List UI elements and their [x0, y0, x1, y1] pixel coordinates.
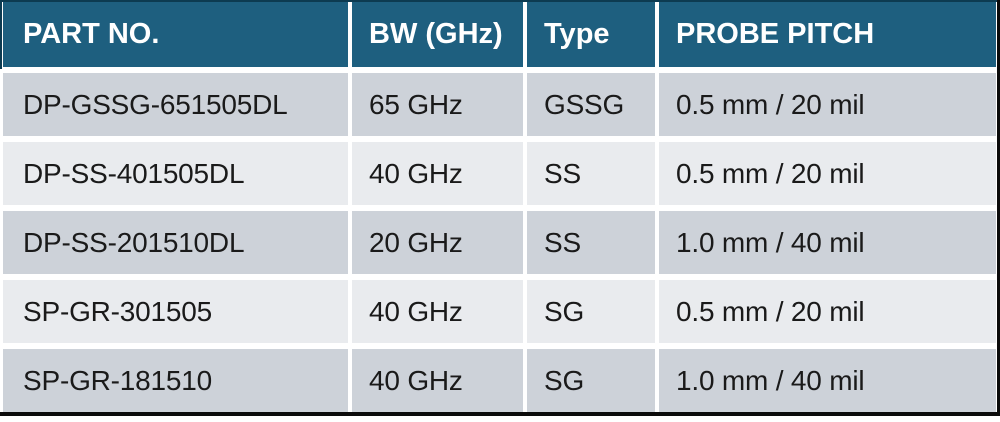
cell-part-no: DP-SS-401505DL — [3, 142, 348, 205]
cell-type: SG — [527, 349, 655, 412]
cell-probe-pitch: 0.5 mm / 20 mil — [659, 73, 996, 136]
col-header-type: Type — [527, 2, 655, 67]
frame-right-border — [997, 0, 1000, 416]
cell-part-no: DP-GSSG-651505DL — [3, 73, 348, 136]
frame-top-border — [0, 0, 1000, 2]
cell-bw: 40 GHz — [352, 280, 523, 343]
cell-probe-pitch: 1.0 mm / 40 mil — [659, 211, 996, 274]
cell-part-no: DP-SS-201510DL — [3, 211, 348, 274]
cell-part-no: SP-GR-181510 — [3, 349, 348, 412]
cell-bw: 65 GHz — [352, 73, 523, 136]
col-header-probe-pitch: PROBE PITCH — [659, 2, 996, 67]
frame-bottom-border — [0, 412, 1000, 416]
cell-probe-pitch: 0.5 mm / 20 mil — [659, 142, 996, 205]
col-header-part-no: PART NO. — [3, 2, 348, 67]
cell-probe-pitch: 0.5 mm / 20 mil — [659, 280, 996, 343]
cell-bw: 20 GHz — [352, 211, 523, 274]
cell-part-no: SP-GR-301505 — [3, 280, 348, 343]
cell-probe-pitch: 1.0 mm / 40 mil — [659, 349, 996, 412]
col-header-bw: BW (GHz) — [352, 2, 523, 67]
cell-type: GSSG — [527, 73, 655, 136]
cell-bw: 40 GHz — [352, 142, 523, 205]
cell-type: SG — [527, 280, 655, 343]
cell-type: SS — [527, 211, 655, 274]
cell-bw: 40 GHz — [352, 349, 523, 412]
cell-type: SS — [527, 142, 655, 205]
frame-left-border — [0, 0, 2, 69]
table-grid: PART NO. BW (GHz) Type PROBE PITCH DP-GS… — [3, 2, 996, 412]
